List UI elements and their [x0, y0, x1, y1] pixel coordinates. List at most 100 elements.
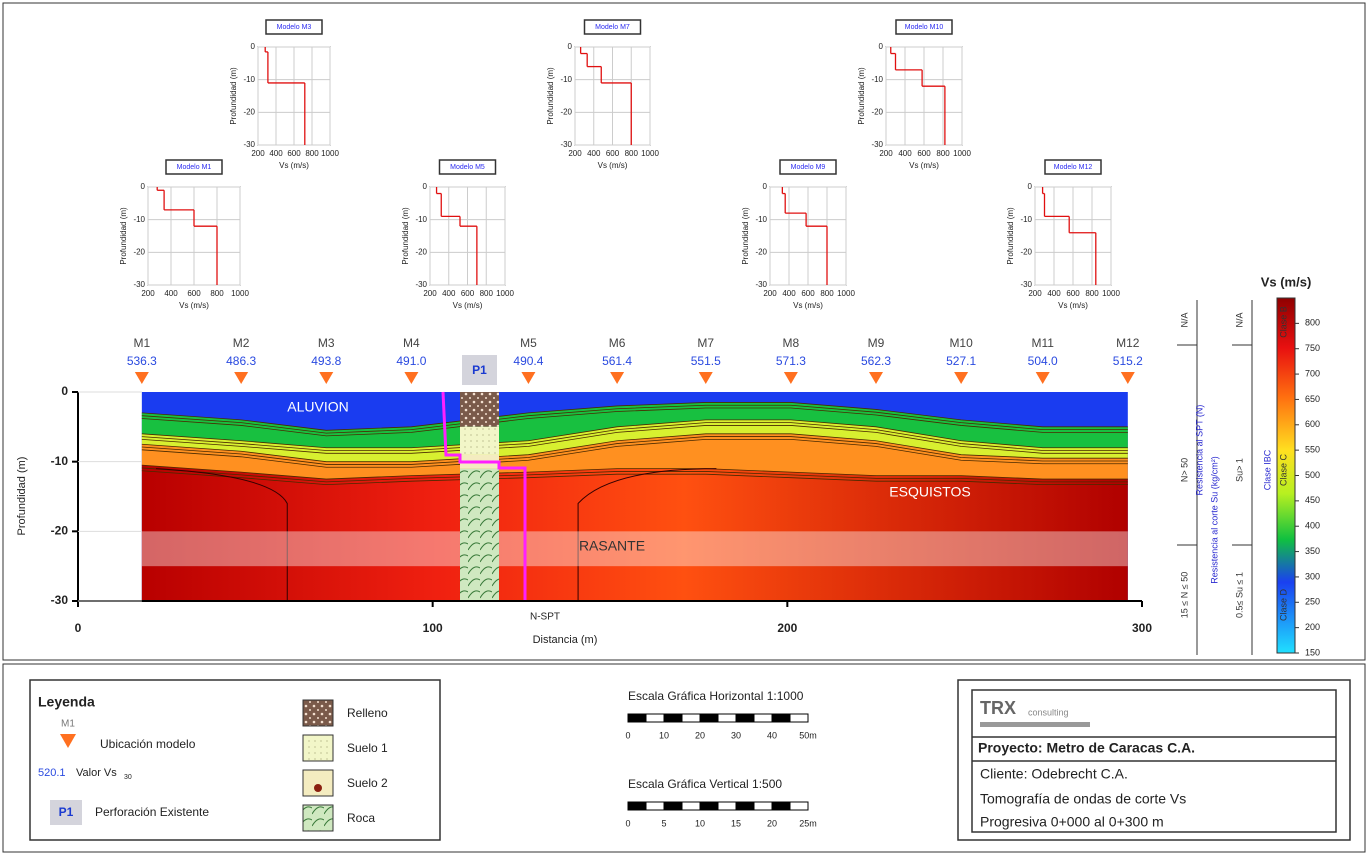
section-label: ALUVION — [287, 399, 348, 415]
model-name: M5 — [520, 336, 537, 350]
legend-box — [29, 679, 441, 841]
legend-label: Ubicación modelo — [100, 737, 196, 751]
x-axis-label: Vs (m/s) — [909, 161, 939, 170]
legend-label: Perforación Existente — [95, 805, 209, 819]
scale-segment — [645, 801, 665, 811]
y-tick-label: -20 — [755, 247, 767, 256]
model-marker — [698, 372, 713, 384]
x-tick-label: 600 — [187, 289, 201, 298]
scale-tick-label: 40 — [767, 730, 777, 740]
scale-tick-label: 20 — [767, 818, 777, 828]
legend-borehole-box — [50, 800, 82, 825]
model-name: M12 — [1116, 336, 1140, 350]
x-tick-label: 800 — [936, 149, 950, 158]
model-name: M7 — [697, 336, 714, 350]
spt-line — [441, 391, 527, 601]
project: Proyecto: Metro de Caracas C.A. — [978, 740, 1195, 756]
scale-segment — [717, 713, 737, 723]
x-tick-label: 400 — [164, 289, 178, 298]
class-label: Clase C — [1278, 453, 1288, 486]
contour — [141, 433, 1128, 463]
x-tick-label: 1000 — [641, 149, 659, 158]
legend-symbol: M1 — [61, 719, 75, 730]
x-tick-label: 200 — [879, 149, 893, 158]
logo-bar — [980, 722, 1090, 727]
scale-tick-label: 15 — [731, 818, 741, 828]
y-tick-label: 0 — [141, 182, 146, 191]
y-tick-label: -10 — [871, 75, 883, 84]
y-tick-label: -20 — [243, 107, 255, 116]
model-marker — [954, 372, 969, 384]
scale-segment — [699, 801, 719, 811]
colorbar-tick-label: 750 — [1305, 343, 1320, 353]
x-tick-label: 1000 — [496, 289, 514, 298]
x-tick-label: 200 — [251, 149, 265, 158]
x-tick-label: 400 — [782, 289, 796, 298]
scale-segment — [681, 713, 701, 723]
model-vs30: 491.0 — [396, 354, 426, 368]
y-tick-label: -30 — [755, 280, 767, 289]
x-tick-label: 800 — [820, 289, 834, 298]
y-axis-label: Profundidad (m) — [546, 67, 555, 125]
scale-segment — [735, 713, 755, 723]
profile-title-box — [1044, 159, 1102, 175]
y-tick-label: -10 — [415, 215, 427, 224]
top-frame — [2, 2, 1366, 661]
borehole-label-box — [462, 355, 497, 385]
profile-title-box — [895, 19, 953, 35]
contour — [141, 404, 1128, 434]
scale-tick-label: 50m — [799, 730, 817, 740]
contour — [141, 422, 1128, 451]
scale-segment — [771, 801, 791, 811]
soil-relleno — [460, 392, 499, 427]
model-name: M3 — [318, 336, 335, 350]
colorbar-tick-label: 550 — [1305, 445, 1320, 455]
x-tick-label: 600 — [917, 149, 931, 158]
scale-tick-label: 20 — [695, 730, 705, 740]
spt-label: N-SPT — [530, 612, 560, 623]
scale-tick-label: 5 — [661, 818, 666, 828]
model-name: M2 — [233, 336, 250, 350]
y-tick-label: -20 — [871, 107, 883, 116]
y-tick-label: -10 — [243, 75, 255, 84]
scale-segment — [699, 713, 719, 723]
x-tick-label: 1000 — [321, 149, 339, 158]
client: Cliente: Odebrecht C.A. — [980, 766, 1128, 782]
x-tick-label: 300 — [1132, 621, 1152, 635]
y-axis-label: Profundidad (m) — [741, 207, 750, 265]
legend-swatch — [302, 699, 334, 727]
y-axis-label: Profundidad (m) — [857, 67, 866, 125]
model-marker — [1035, 372, 1050, 384]
y-tick-label: -30 — [51, 593, 69, 607]
legend-borehole-symbol: P1 — [59, 805, 74, 819]
x-tick-label: 200 — [777, 621, 797, 635]
legend-marker — [60, 734, 76, 748]
colorbar-tick-label: 350 — [1305, 546, 1320, 556]
y-tick-label: -30 — [1020, 280, 1032, 289]
scale-segment — [681, 801, 701, 811]
profile-title: Modelo M3 — [277, 24, 312, 31]
model-vs30: 486.3 — [226, 354, 256, 368]
profile-title: Modelo M10 — [905, 24, 944, 31]
model-marker — [783, 372, 798, 384]
model-name: M9 — [868, 336, 885, 350]
legend-swatch-dot — [314, 784, 322, 792]
y-axis-label: Profundidad (m) — [16, 457, 28, 536]
legend-swatch — [302, 769, 334, 797]
velocity-layer — [141, 433, 1128, 480]
colorbar-tick-label: 300 — [1305, 571, 1320, 581]
x-tick-label: 1000 — [837, 289, 855, 298]
y-tick-label: 0 — [568, 42, 573, 51]
y-axis-label: Profundidad (m) — [401, 207, 410, 265]
colorbar-tick-label: 700 — [1305, 368, 1320, 378]
y-tick-label: -30 — [871, 140, 883, 149]
x-tick-label: 800 — [625, 149, 639, 158]
y-tick-label: -20 — [133, 247, 145, 256]
y-tick-label: -30 — [243, 140, 255, 149]
scale-segment — [645, 713, 665, 723]
colorbar-tick-label: 650 — [1305, 394, 1320, 404]
y-tick-label: 0 — [251, 42, 256, 51]
soil-roca — [460, 468, 499, 601]
model-marker — [319, 372, 334, 384]
